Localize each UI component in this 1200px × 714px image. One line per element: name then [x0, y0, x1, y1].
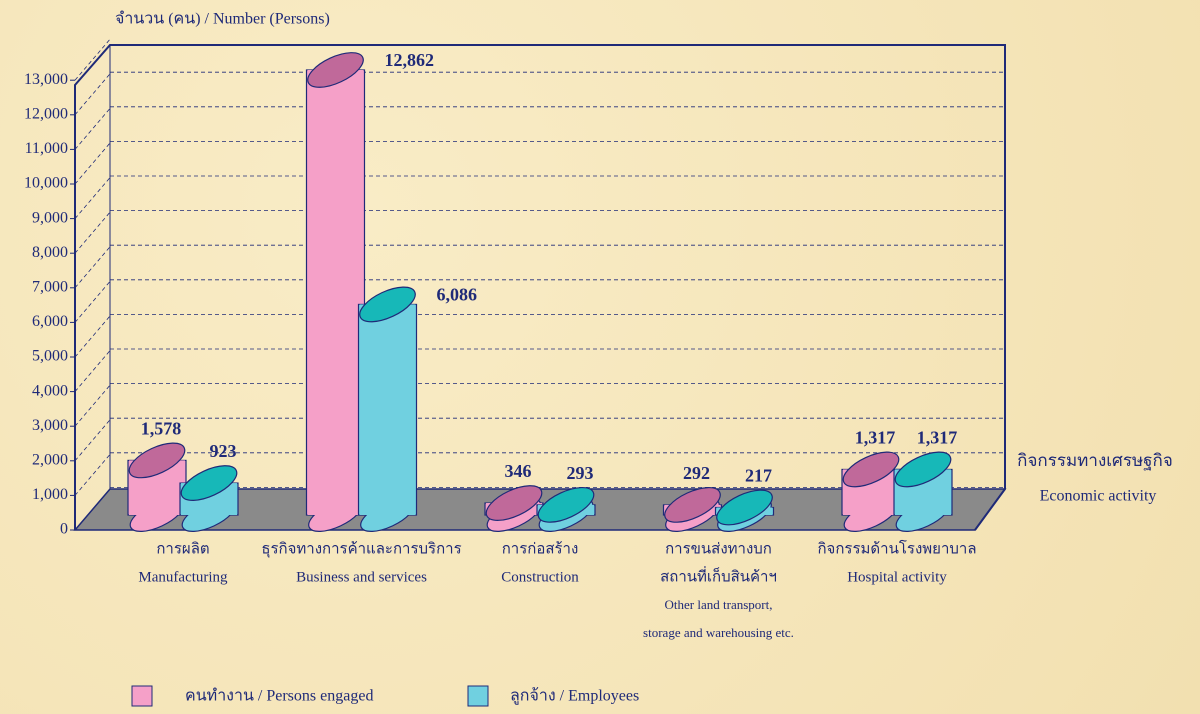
x-tick-label: Manufacturing — [138, 569, 228, 585]
y-tick-label: 0 — [60, 521, 68, 538]
y-axis-label: จำนวน (คน) / Number (Persons) — [115, 11, 330, 28]
legend-label: คนทำงาน / Persons engaged — [185, 688, 373, 705]
value-label: 6,086 — [437, 285, 478, 305]
value-label: 346 — [505, 461, 532, 481]
y-tick-label: 13,000 — [24, 71, 68, 88]
x-axis-label: กิจกรรมทางเศรษฐกิจ — [1017, 451, 1173, 471]
x-tick-label: การผลิต — [156, 540, 209, 557]
bar-top — [842, 451, 900, 488]
bar-top — [664, 486, 721, 523]
y-tick-label: 7,000 — [32, 278, 68, 295]
grid-line — [74, 246, 111, 289]
value-label: 923 — [210, 441, 237, 461]
value-label: 292 — [683, 463, 710, 483]
grid-line — [74, 177, 111, 219]
legend-swatch — [467, 685, 489, 707]
x-tick-label: ธุรกิจทางการค้าและการบริการ — [261, 540, 461, 558]
value-label: 217 — [745, 466, 772, 486]
grid-line — [74, 73, 111, 116]
y-tick-label: 2,000 — [32, 451, 68, 468]
y-tick-label: 11,000 — [25, 140, 68, 157]
grid-line — [74, 315, 111, 358]
value-label: 1,317 — [917, 428, 958, 448]
y-tick-label: 12,000 — [24, 105, 68, 122]
y-tick-label: 10,000 — [24, 175, 68, 192]
value-label: 12,862 — [385, 50, 435, 70]
bar-top — [359, 286, 416, 323]
x-tick-label: Business and services — [296, 569, 427, 585]
x-tick-label: Other land transport, — [665, 597, 773, 612]
y-tick-label: 3,000 — [32, 417, 68, 434]
x-tick-label: การก่อสร้าง — [502, 540, 579, 557]
value-label: 1,317 — [855, 428, 896, 448]
y-tick-label: 4,000 — [32, 382, 68, 399]
x-tick-label: Construction — [501, 569, 579, 585]
bar-top — [537, 486, 595, 523]
x-tick-label: Hospital activity — [847, 569, 947, 585]
x-tick-label: สถานที่เก็บสินค้าฯ — [660, 565, 777, 585]
grid-line — [74, 384, 111, 427]
bar-top — [307, 52, 364, 88]
x-tick-label: กิจกรรมด้านโรงพยาบาล — [817, 539, 976, 557]
bar-top — [894, 451, 952, 488]
bar-top — [128, 442, 186, 479]
grid-line — [74, 419, 111, 462]
y-tick-label: 6,000 — [32, 313, 68, 330]
grid-line — [74, 108, 111, 150]
y-tick-label: 8,000 — [32, 244, 68, 261]
grid-line — [74, 454, 111, 496]
value-label: 1,578 — [141, 419, 182, 439]
x-tick-label: การขนส่งทางบก — [665, 541, 772, 557]
y-tick-label: 1,000 — [32, 486, 68, 503]
legend-swatch — [131, 685, 153, 707]
grid-line — [74, 281, 111, 323]
legend-label: ลูกจ้าง / Employees — [510, 687, 639, 706]
y-tick-label: 9,000 — [32, 209, 68, 226]
x-tick-label: storage and warehousing etc. — [643, 625, 794, 640]
value-label: 293 — [567, 463, 594, 483]
x-axis-label: Economic activity — [1040, 488, 1157, 505]
bar — [359, 304, 416, 515]
frame — [74, 44, 1006, 531]
bar-top — [180, 465, 238, 501]
bar-top — [485, 485, 543, 521]
grid-line — [74, 142, 111, 185]
bar-top — [716, 489, 773, 526]
bar — [307, 69, 364, 516]
grid-line — [74, 38, 111, 81]
y-tick-label: 5,000 — [32, 348, 68, 365]
grid-line — [74, 350, 111, 392]
grid-line — [74, 211, 111, 254]
